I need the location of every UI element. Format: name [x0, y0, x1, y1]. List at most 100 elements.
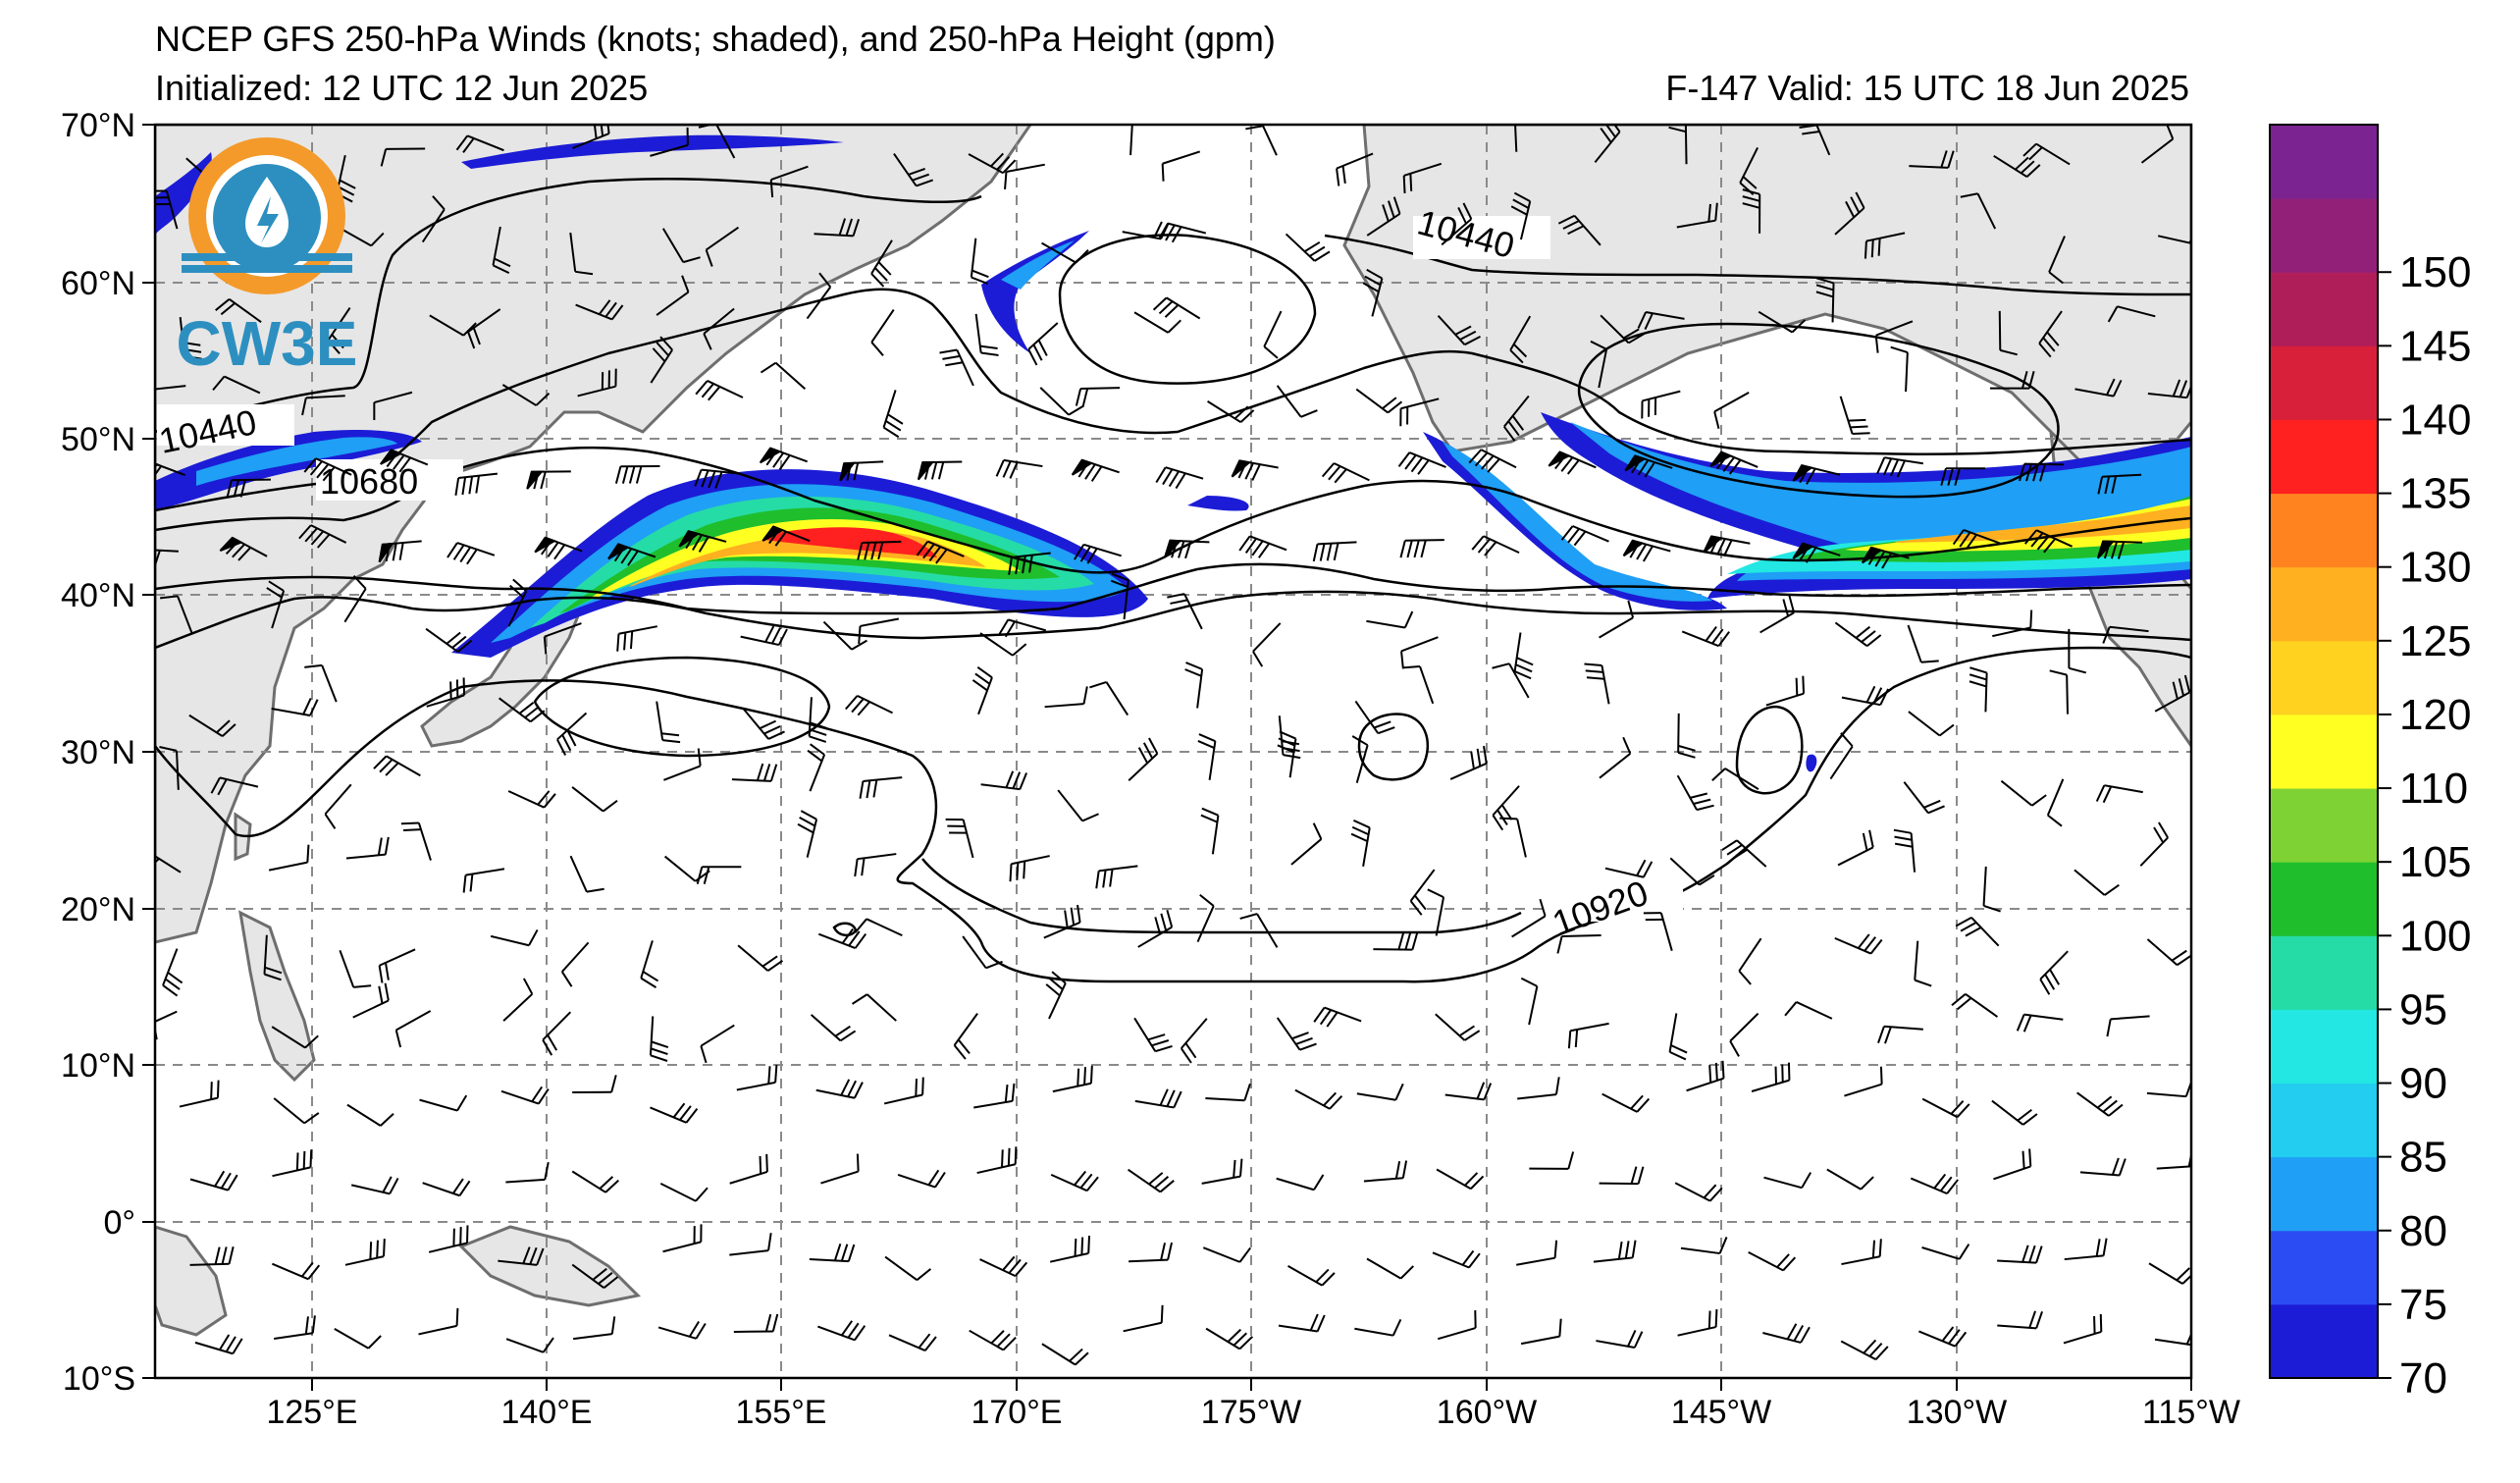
wind-barb [1826, 1168, 1874, 1191]
wind-barb [500, 1086, 550, 1105]
wind-barb [1074, 543, 1122, 564]
wind-barb [577, 368, 617, 397]
wind-barb [1137, 909, 1174, 948]
wind-barb [1133, 311, 1181, 334]
wind-barb [870, 309, 895, 356]
colorbar-tick-label: 80 [2399, 1207, 2447, 1255]
wind-barb [1164, 539, 1210, 559]
colorbar-segment [2270, 862, 2378, 936]
wind-barb [1362, 268, 1384, 317]
wind-barb [400, 821, 432, 861]
wind-barb [1231, 459, 1279, 481]
wind-barb [1441, 202, 1473, 246]
wind-barb [1366, 610, 1414, 629]
wind-barb [884, 1255, 932, 1282]
colorbar-frame [2269, 124, 2379, 1379]
colorbar-tick-label: 85 [2399, 1134, 2447, 1182]
wind-barb [1276, 1017, 1317, 1051]
wind-barb [571, 1263, 619, 1290]
wind-barb [607, 543, 656, 566]
wind-barb [1133, 1017, 1173, 1053]
wind-barb [1492, 662, 1530, 699]
colorbar-tick-label: 145 [2399, 322, 2471, 370]
colorbar-segment [2270, 640, 2378, 715]
wind-barb [969, 1329, 1017, 1351]
wind-barb [1548, 450, 1597, 475]
wind-barb [1509, 315, 1532, 364]
wind-barb [1252, 622, 1282, 667]
wind-barb [1721, 839, 1767, 868]
wind-barb [446, 542, 496, 565]
wind-barb [1599, 736, 1632, 779]
wind-barb [2046, 778, 2065, 827]
wind-barb [806, 272, 832, 320]
wind-barb [194, 1334, 243, 1355]
chart-title: NCEP GFS 250-hPa Winds (knots; shaded), … [155, 19, 1276, 59]
wind-barb [1044, 686, 1088, 709]
wind-barb [268, 844, 310, 872]
wind-barb [694, 468, 741, 489]
wind-barb [346, 1103, 394, 1127]
wind-barb [343, 574, 367, 623]
wind-barb [916, 540, 965, 564]
wind-barb [1763, 1172, 1812, 1190]
wind-barb [614, 464, 660, 484]
contour-10440-east-ring [1577, 322, 2060, 499]
longitude-label: 160°W [1437, 1394, 1537, 1431]
wind-barb [2097, 473, 2142, 495]
wind-barb [640, 940, 659, 989]
wind-barb [1844, 1066, 1883, 1097]
wind-barb [1729, 1012, 1759, 1057]
wind-barb [1321, 462, 1370, 484]
wind-barb [1622, 539, 1671, 562]
wind-barb [155, 385, 186, 391]
colorbar-segment [2270, 1230, 2378, 1305]
wind-barb [1711, 768, 1759, 791]
wind-barb [1834, 621, 1882, 648]
wind-barb [1864, 232, 1906, 259]
wind-barb [2048, 236, 2066, 285]
logo-text: CW3E [177, 308, 358, 379]
wind-barb [1351, 735, 1369, 783]
contour-10980 [921, 858, 1522, 934]
longitude-label: 155°E [735, 1394, 826, 1431]
wind-barb [1877, 1025, 1923, 1044]
wind-barb [271, 698, 319, 716]
cw3e-logo: CW3E [177, 137, 358, 379]
wind-barb [1520, 1318, 1562, 1346]
wind-barb [505, 1162, 550, 1184]
wind-barb [1890, 345, 1909, 393]
wind-barb [526, 470, 571, 490]
wind-barb [1921, 1097, 1970, 1119]
longitude-label: 125°E [266, 1394, 357, 1431]
wind-barb [854, 853, 897, 877]
latitude-label: 60°N [61, 265, 135, 302]
wind-barb [1205, 1327, 1253, 1351]
wind-barb [1584, 662, 1610, 705]
wind-barb [160, 595, 193, 634]
wind-barb [1560, 525, 1609, 547]
wind-barb [572, 1316, 616, 1341]
wind-barb [1263, 310, 1283, 359]
colorbar-segment [2270, 493, 2378, 568]
wind-barb [380, 147, 426, 167]
wind-barb [421, 195, 446, 243]
wind-barb [1624, 454, 1673, 478]
wind-barb [1350, 819, 1371, 867]
wind-barb [729, 1153, 768, 1185]
wind-barb [1556, 933, 1601, 954]
longitude-label: 145°W [1671, 1394, 1771, 1431]
wind-barb [1128, 737, 1159, 781]
wind-barb [1940, 467, 1985, 486]
wind-barb [507, 790, 556, 809]
initialized-time: Initialized: 12 UTC 12 Jun 2025 [155, 68, 649, 108]
wind-barb [1792, 464, 1841, 485]
wind-barb [1366, 1257, 1415, 1280]
wind-barb [507, 578, 528, 627]
wind-barb [1167, 593, 1203, 630]
wind-barb [882, 390, 904, 439]
contour-10440-west [155, 178, 982, 434]
wind-barb [1499, 817, 1527, 858]
wind-barb [650, 336, 673, 384]
wind-barb [742, 708, 785, 740]
